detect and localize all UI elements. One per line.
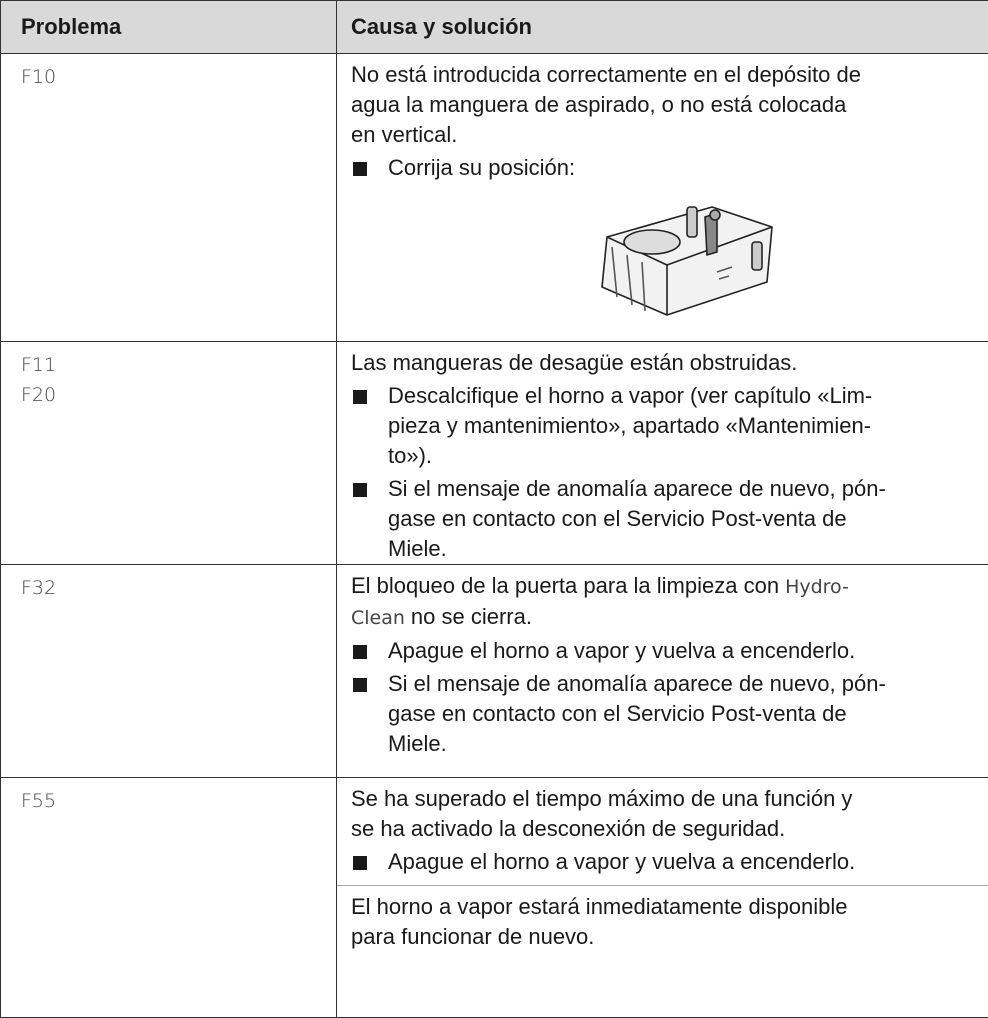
bullet-item: Descalcifique el horno a vapor (ver capí…: [351, 381, 978, 471]
text-line: agua la manguera de aspirado, o no está …: [351, 90, 978, 120]
text-line: pieza y mantenimiento», apartado «Manten…: [388, 411, 978, 441]
cause-cell: No está introducida correctamente en el …: [337, 54, 988, 342]
paragraph: El bloqueo de la puerta para la limpieza…: [351, 571, 978, 633]
table-row: F10 No está introducida correctamente en …: [1, 54, 988, 342]
text-line: en vertical.: [351, 120, 978, 150]
error-code: F10: [21, 62, 336, 92]
text-line: se ha activado la desconexión de segurid…: [351, 814, 978, 844]
reservoir-illustration: [587, 187, 777, 321]
bullet-item: Corrija su posición:: [351, 153, 978, 183]
paragraph: No está introducida correctamente en el …: [351, 60, 978, 150]
text-line: Corrija su posición:: [388, 153, 978, 183]
header-problem: Problema: [1, 1, 337, 54]
header-cause: Causa y solución: [337, 1, 988, 54]
header-row: Problema Causa y solución: [1, 1, 988, 54]
cause-cell: Las mangueras de desagüe están obstruida…: [337, 342, 988, 565]
text-line: Se ha superado el tiempo máximo de una f…: [351, 784, 978, 814]
figure: [351, 187, 978, 325]
text-segment: no se cierra.: [411, 604, 532, 629]
error-code: F20: [21, 380, 336, 410]
page: Problema Causa y solución F10 No está int…: [0, 0, 988, 994]
error-code: F11: [21, 350, 336, 380]
error-code: F32: [21, 573, 336, 603]
bullet-item: Si el mensaje de anomalía aparece de nue…: [351, 474, 978, 564]
problem-cell: F32: [1, 565, 337, 778]
paragraph: Las mangueras de desagüe están obstruida…: [351, 348, 978, 378]
error-code: F55: [21, 786, 336, 816]
text-line: Apague el horno a vapor y vuelva a encen…: [388, 847, 978, 877]
text-line: No está introducida correctamente en el …: [351, 60, 978, 90]
text-line: Clean no se cierra.: [351, 602, 978, 633]
bullet-item: Si el mensaje de anomalía aparece de nue…: [351, 669, 978, 759]
text-line: gase en contacto con el Servicio Post-ve…: [388, 699, 978, 729]
table-row: F32 El bloqueo de la puerta para la limpi…: [1, 565, 988, 778]
text-line: Miele.: [388, 729, 978, 759]
problem-cell: F10: [1, 54, 337, 342]
problem-cell: F55: [1, 778, 337, 1018]
text-line: Descalcifique el horno a vapor (ver capí…: [388, 381, 978, 411]
cause-cell: Se ha superado el tiempo máximo de una f…: [337, 778, 988, 1018]
bullet-item: Apague el horno a vapor y vuelva a encen…: [351, 847, 978, 877]
table-body: F10 No está introducida correctamente en …: [1, 54, 988, 1018]
text-line: gase en contacto con el Servicio Post-ve…: [388, 504, 978, 534]
note: El horno a vapor estará inmediatamente d…: [337, 885, 988, 952]
cause-cell: El bloqueo de la puerta para la limpieza…: [337, 565, 988, 778]
text-line: Miele.: [388, 534, 978, 564]
paragraph: Se ha superado el tiempo máximo de una f…: [351, 784, 978, 844]
display-text: Clean: [351, 607, 405, 629]
text-line: Si el mensaje de anomalía aparece de nue…: [388, 669, 978, 699]
text-line: to»).: [388, 441, 978, 471]
text-segment: El bloqueo de la puerta para la limpieza…: [351, 573, 779, 598]
display-text: Hydro-: [785, 576, 849, 598]
bullet-item: Apague el horno a vapor y vuelva a encen…: [351, 636, 978, 666]
text-line: Apague el horno a vapor y vuelva a encen…: [388, 636, 978, 666]
text-line: Si el mensaje de anomalía aparece de nue…: [388, 474, 978, 504]
table-row: F55 Se ha superado el tiempo máximo de un…: [1, 778, 988, 1018]
text-line: El bloqueo de la puerta para la limpieza…: [351, 571, 978, 602]
text-line: para funcionar de nuevo.: [351, 922, 978, 952]
text-line: Las mangueras de desagüe están obstruida…: [351, 348, 978, 378]
text-line: El horno a vapor estará inmediatamente d…: [351, 892, 978, 922]
